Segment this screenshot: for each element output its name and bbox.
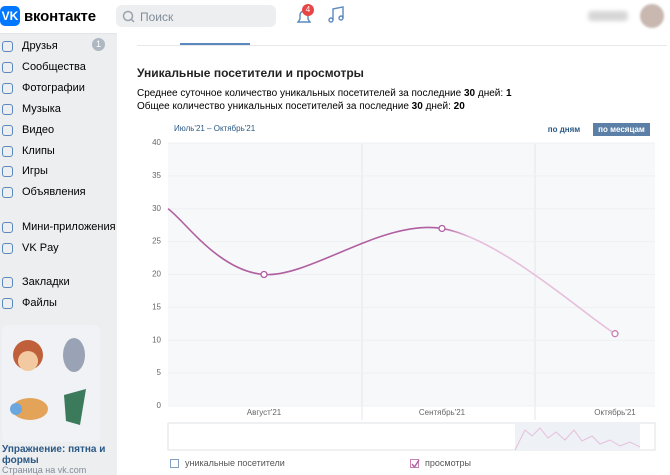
promo-title[interactable]: Упражнение: пятна и формы	[2, 444, 106, 466]
legend-checkbox[interactable]	[410, 459, 420, 469]
legend-checkbox[interactable]	[170, 459, 179, 468]
search-placeholder: Поиск	[140, 10, 174, 24]
sticker	[64, 389, 86, 425]
nav-icon	[2, 62, 13, 73]
content-card	[117, 33, 670, 475]
nav-item[interactable]: Музыка	[22, 103, 61, 115]
sticker	[12, 398, 48, 420]
nav-icon	[2, 187, 13, 198]
legend-label: уникальные посетители	[185, 458, 285, 468]
music-icon	[338, 15, 344, 21]
promo-card[interactable]	[2, 325, 100, 442]
nav-icon	[2, 146, 13, 157]
nav-icon	[2, 166, 13, 177]
nav-item[interactable]: Мини-приложения	[22, 221, 116, 233]
daily-stat: Среднее суточное количество уникальных п…	[137, 88, 512, 99]
music-icon[interactable]	[332, 6, 344, 20]
button-days[interactable]: по дням	[547, 125, 581, 134]
nav-item[interactable]: Фотографии	[22, 82, 85, 94]
nav-item[interactable]: Объявления	[22, 186, 86, 198]
search-icon	[122, 10, 134, 22]
nav-icon	[2, 125, 13, 136]
music-icon	[328, 17, 334, 23]
nav-icon	[2, 298, 13, 309]
nav-icon	[2, 41, 13, 52]
promo-subtitle: Страница на vk.com	[2, 465, 87, 475]
nav-item[interactable]: Сообщества	[22, 61, 86, 73]
period-label: Июль'21 – Октябрь'21	[174, 124, 256, 133]
notification-badge: 4	[302, 4, 314, 16]
header-icons	[122, 6, 344, 23]
tab-underline	[180, 43, 250, 45]
nav-icon	[2, 104, 13, 115]
text: дней:	[425, 101, 451, 112]
total-stat: Общее количество уникальных посетителей …	[137, 101, 465, 112]
logo-icon[interactable]: VK	[0, 6, 20, 26]
value: 20	[453, 101, 465, 112]
nav-item[interactable]: Клипы	[22, 145, 55, 157]
value: 1	[505, 88, 512, 99]
friends-badge: 1	[92, 38, 105, 51]
sticker	[18, 351, 38, 371]
tab-divider	[137, 45, 667, 46]
logo-text[interactable]: вконтакте	[24, 8, 96, 25]
text: Среднее суточное количество уникальных п…	[137, 88, 462, 99]
search-icon	[130, 18, 135, 23]
legend-label: просмотры	[425, 458, 471, 468]
nav-item[interactable]: Видео	[22, 124, 55, 136]
days: 30	[463, 88, 476, 99]
avatar[interactable]	[640, 4, 664, 28]
button-months[interactable]: по месяцам	[593, 123, 650, 136]
user-name[interactable]	[588, 11, 628, 21]
nav-icon	[2, 222, 13, 233]
nav-item[interactable]: Друзья	[22, 40, 58, 52]
nav-icon	[2, 277, 13, 288]
nav-item[interactable]: Файлы	[22, 297, 57, 309]
search-box[interactable]	[116, 5, 276, 27]
check-mark	[411, 460, 420, 469]
section-title: Уникальные посетители и просмотры	[137, 66, 364, 80]
nav-item[interactable]: Игры	[22, 165, 48, 177]
nav-item[interactable]: VK Pay	[22, 242, 59, 254]
nav-icon	[2, 243, 13, 254]
days: 30	[411, 101, 423, 112]
sticker	[63, 338, 85, 372]
nav-icon	[2, 83, 13, 94]
text: Общее количество уникальных посетителей …	[137, 101, 409, 112]
sticker	[10, 403, 22, 415]
text: дней:	[477, 88, 504, 99]
nav-item[interactable]: Закладки	[22, 276, 70, 288]
stickers	[10, 338, 86, 425]
